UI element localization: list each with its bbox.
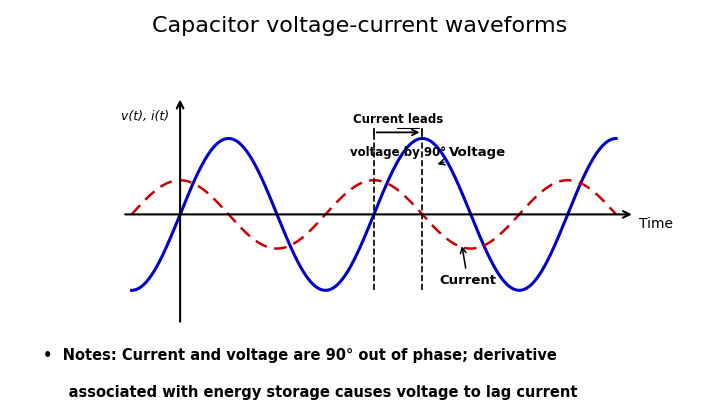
Text: voltage by 90°: voltage by 90° bbox=[350, 146, 446, 159]
Text: Current: Current bbox=[439, 248, 496, 287]
Text: Time: Time bbox=[639, 217, 673, 231]
Text: v(t), i(t): v(t), i(t) bbox=[121, 110, 169, 124]
Text: •  Notes: Current and voltage are 90° out of phase; derivative: • Notes: Current and voltage are 90° out… bbox=[43, 348, 557, 363]
Text: Capacitor voltage-current waveforms: Capacitor voltage-current waveforms bbox=[153, 16, 567, 36]
Text: associated with energy storage causes voltage to lag current: associated with energy storage causes vo… bbox=[43, 385, 577, 400]
Text: Current leads: Current leads bbox=[353, 113, 444, 126]
Text: Voltage: Voltage bbox=[439, 146, 505, 165]
